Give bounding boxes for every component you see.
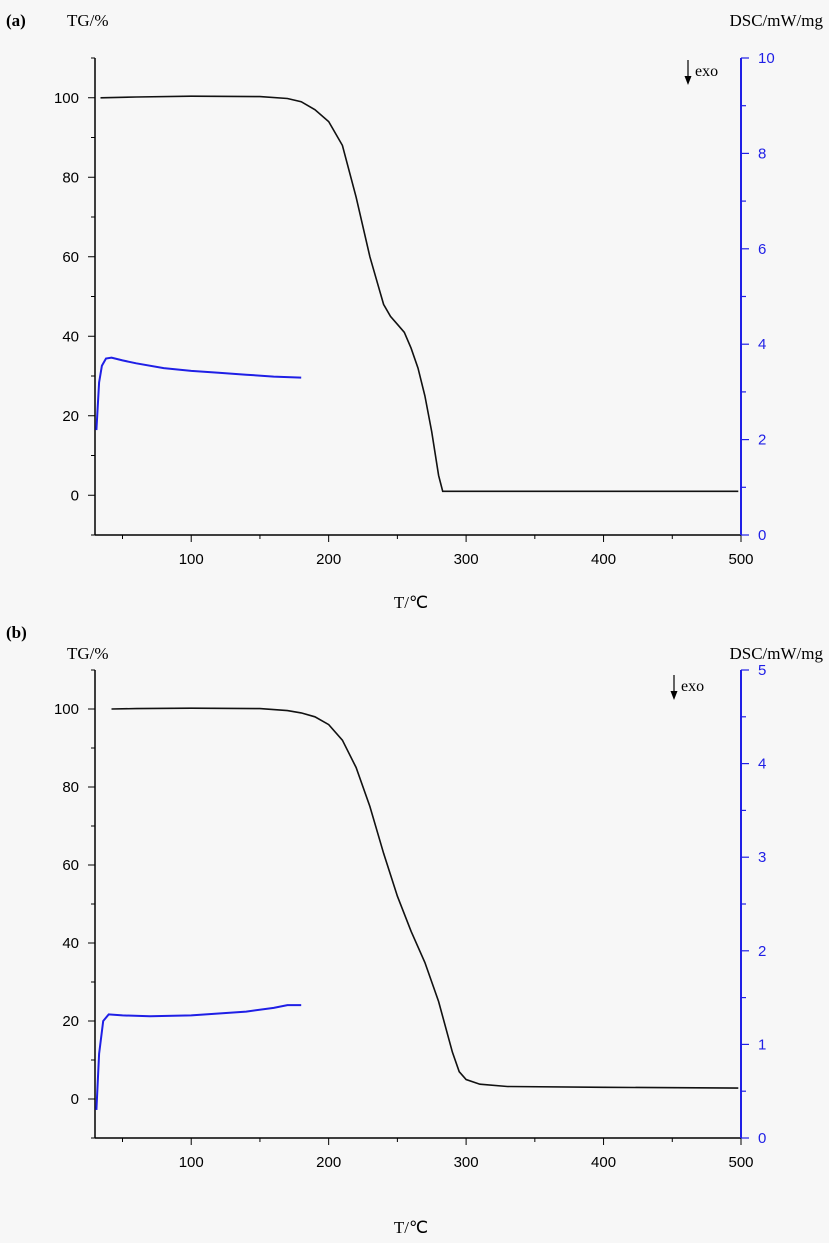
exo-arrowhead-icon <box>684 76 692 85</box>
exo-label: exo <box>681 678 704 695</box>
y-right-tick-label: 6 <box>758 241 766 258</box>
left-axis-title: TG/% <box>67 644 109 663</box>
x-tick-label: 300 <box>454 551 479 568</box>
y-left-tick-label: 80 <box>62 779 79 796</box>
y-left-tick-label: 0 <box>71 487 79 504</box>
tg-curve <box>100 95 739 493</box>
panel-label: (b) <box>6 623 27 642</box>
y-left-tick-label: 60 <box>62 249 79 266</box>
dsc-curve <box>95 356 302 431</box>
x-axis-title: T/℃ <box>394 1218 428 1237</box>
y-right-tick-label: 8 <box>758 145 766 162</box>
y-left-tick-label: 60 <box>62 857 79 874</box>
y-right-tick-label: 2 <box>758 943 766 960</box>
x-tick-label: 400 <box>591 1154 616 1171</box>
left-axis-title: TG/% <box>67 11 109 30</box>
chart-panel-a: 100 200 300 400 500 0 20 40 60 80 100 0 2 4 6 8 10 (a) TG/… <box>6 11 823 612</box>
y-right-tick-label: 1 <box>758 1036 766 1053</box>
x-tick-label: 100 <box>179 1154 204 1171</box>
y-right-tick-label: 0 <box>758 527 766 544</box>
y-left-tick-label: 0 <box>71 1091 79 1108</box>
y-right-tick-label: 2 <box>758 432 766 449</box>
right-axis-title: DSC/mW/mg <box>729 11 823 30</box>
x-axis-title: T/℃ <box>394 593 428 612</box>
panel-label: (a) <box>6 11 26 30</box>
x-tick-label: 500 <box>728 1154 753 1171</box>
y-right-tick-label: 5 <box>758 662 766 679</box>
exo-arrowhead-icon <box>670 691 678 700</box>
y-left-tick-label: 20 <box>62 1013 79 1030</box>
y-right-tick-label: 4 <box>758 336 766 353</box>
y-left-tick-label: 80 <box>62 169 79 186</box>
dsc-curve <box>95 1004 302 1110</box>
y-left-tick-label: 20 <box>62 408 79 425</box>
x-tick-label: 200 <box>316 1154 341 1171</box>
y-left-tick-label: 40 <box>62 328 79 345</box>
exo-label: exo <box>695 63 718 80</box>
y-left-tick-label: 100 <box>54 90 79 107</box>
tg-curve <box>111 707 739 1089</box>
x-tick-label: 400 <box>591 551 616 568</box>
y-right-tick-label: 4 <box>758 756 766 773</box>
right-axis-title: DSC/mW/mg <box>729 644 823 663</box>
x-tick-label: 300 <box>454 1154 479 1171</box>
y-right-tick-label: 10 <box>758 50 775 67</box>
y-right-tick-label: 3 <box>758 849 766 866</box>
x-tick-label: 200 <box>316 551 341 568</box>
x-tick-label: 100 <box>179 551 204 568</box>
y-left-tick-label: 100 <box>54 701 79 718</box>
x-tick-label: 500 <box>728 551 753 568</box>
y-right-tick-label: 0 <box>758 1130 766 1147</box>
chart-panel-b: 100 200 300 400 500 0 20 40 60 80 100 0 1 2 3 4 5 (b) TG/%… <box>6 623 823 1237</box>
y-left-tick-label: 40 <box>62 935 79 952</box>
